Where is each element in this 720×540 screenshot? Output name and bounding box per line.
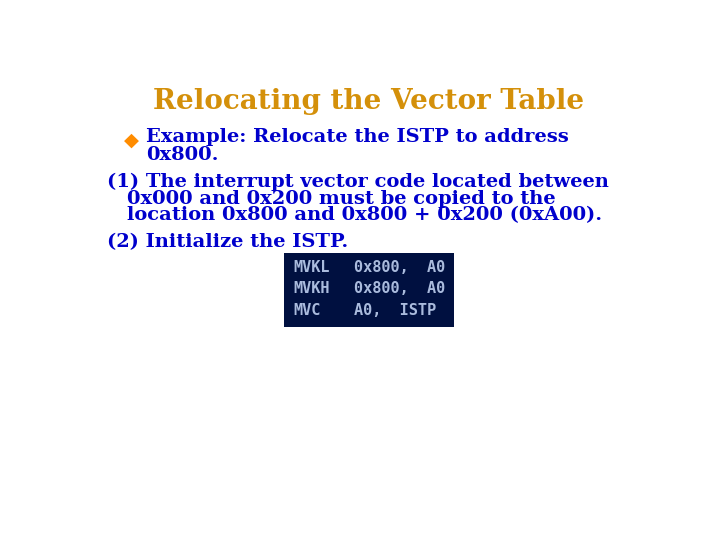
Text: MVKL: MVKL	[294, 260, 330, 275]
Text: Example: Relocate the ISTP to address: Example: Relocate the ISTP to address	[145, 128, 569, 146]
FancyBboxPatch shape	[284, 253, 454, 327]
Text: location 0x800 and 0x800 + 0x200 (0xA00).: location 0x800 and 0x800 + 0x200 (0xA00)…	[127, 206, 603, 225]
Text: (2) Initialize the ISTP.: (2) Initialize the ISTP.	[107, 233, 348, 251]
Text: 0x000 and 0x200 must be copied to the: 0x000 and 0x200 must be copied to the	[127, 190, 556, 207]
Text: A0,  ISTP: A0, ISTP	[354, 303, 436, 318]
Text: Relocating the Vector Table: Relocating the Vector Table	[153, 88, 585, 115]
Text: MVKH: MVKH	[294, 281, 330, 296]
Text: (1) The interrupt vector code located between: (1) The interrupt vector code located be…	[107, 173, 609, 191]
Text: MVC: MVC	[294, 303, 321, 318]
Text: ◆: ◆	[125, 130, 140, 149]
Text: 0x800,  A0: 0x800, A0	[354, 281, 445, 296]
Text: 0x800,  A0: 0x800, A0	[354, 260, 445, 275]
Text: 0x800.: 0x800.	[145, 146, 218, 164]
